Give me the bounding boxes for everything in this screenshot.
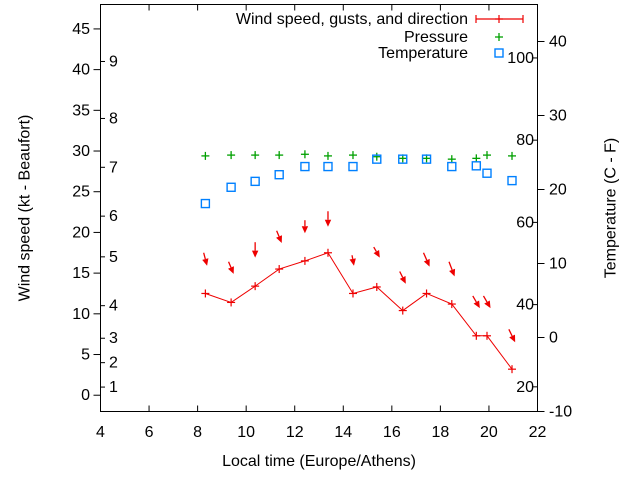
x-tick-label: 18 xyxy=(431,424,449,441)
temperature-point-marker xyxy=(507,175,517,186)
gust-arrow-head xyxy=(399,276,406,284)
fahrenheit-tick-label: 80 xyxy=(516,132,534,149)
beaufort-label: 6 xyxy=(109,208,118,225)
y-axis-right-title: Temperature (C - F) xyxy=(603,138,620,278)
temperature-point-marker xyxy=(200,198,211,209)
temperature-point-marker xyxy=(323,161,333,172)
gust-arrow-shaft xyxy=(472,295,477,303)
beaufort-label: 3 xyxy=(109,330,118,347)
gust-arrow-shaft xyxy=(203,252,206,260)
series xyxy=(200,150,517,374)
gust-arrow-shaft xyxy=(227,261,232,268)
x-tick-label: 16 xyxy=(383,424,401,441)
gust-arrow-head xyxy=(484,300,491,309)
gust-arrow-shaft xyxy=(448,261,453,271)
celsius-tick-label: 30 xyxy=(549,108,567,125)
x-tick-label: 8 xyxy=(193,424,202,441)
x-tick-label: 4 xyxy=(96,424,105,441)
x-tick-label: 10 xyxy=(237,424,255,441)
gust-arrow-head xyxy=(349,258,356,266)
beaufort-label: 4 xyxy=(109,298,118,315)
beaufort-label: 7 xyxy=(109,159,118,176)
plot-border xyxy=(100,4,538,412)
temperature-point-marker xyxy=(274,169,284,180)
fahrenheit-tick-label: 40 xyxy=(516,297,534,314)
fahrenheit-tick-label: 20 xyxy=(516,379,534,396)
legend-label-wind: Wind speed, gusts, and direction xyxy=(236,11,468,28)
temperature-point-marker xyxy=(421,154,432,164)
temperature-point-marker xyxy=(471,161,482,171)
gust-arrow-head xyxy=(228,266,234,274)
temperature-point-marker xyxy=(447,161,457,172)
gust-arrow-head xyxy=(423,258,430,267)
beaufort-label: 9 xyxy=(109,53,118,70)
gust-arrow-shaft xyxy=(482,295,488,303)
celsius-tick-label: 10 xyxy=(549,256,567,273)
kt-tick-label: 5 xyxy=(81,347,90,364)
kt-tick-label: 10 xyxy=(72,306,90,323)
temperature-point-marker xyxy=(250,176,260,187)
temperature-point-marker xyxy=(226,182,236,192)
kt-tick-label: 35 xyxy=(72,102,90,119)
legend-label-pressure: Pressure xyxy=(404,29,468,46)
gust-arrow-shaft xyxy=(373,246,377,252)
temperature-point-marker xyxy=(300,161,310,172)
gust-arrow-shaft xyxy=(351,255,354,260)
kt-tick-label: 0 xyxy=(81,387,90,404)
gust-arrow-shaft xyxy=(422,252,428,261)
x-tick-label: 20 xyxy=(480,424,498,441)
temperature-point-marker xyxy=(398,154,408,164)
gust-arrow-head xyxy=(373,249,380,258)
celsius-tick-label: 20 xyxy=(549,182,567,199)
kt-tick-label: 25 xyxy=(72,184,90,201)
gust-arrow-head xyxy=(251,250,259,258)
temperature-point-marker xyxy=(372,154,382,164)
x-axis-title: Local time (Europe/Athens) xyxy=(222,453,416,470)
beaufort-label: 2 xyxy=(109,355,118,372)
gust-arrow-shaft xyxy=(276,230,280,237)
x-tick-label: 12 xyxy=(286,424,304,441)
y-axis-left-title: Wind speed (kt - Beaufort) xyxy=(17,115,34,302)
legend-markers xyxy=(475,15,524,58)
kt-tick-label: 45 xyxy=(72,21,90,38)
x-tick-label: 6 xyxy=(145,424,154,441)
kt-tick-label: 30 xyxy=(72,143,90,160)
fahrenheit-tick-label: 60 xyxy=(516,214,534,231)
x-tick-label: 22 xyxy=(529,424,547,441)
temperature-point-marker xyxy=(348,161,358,172)
celsius-tick-label: -10 xyxy=(549,404,572,421)
fahrenheit-tick-label: 100 xyxy=(507,50,534,67)
wind-speed-line xyxy=(205,252,513,370)
kt-tick-label: 40 xyxy=(72,62,90,79)
beaufort-label: 8 xyxy=(109,110,118,127)
gust-arrow-head xyxy=(202,258,209,266)
celsius-tick-label: 40 xyxy=(549,34,567,51)
celsius-tick-label: 0 xyxy=(549,330,558,347)
gust-arrow-shaft xyxy=(399,271,404,278)
gust-arrow-head xyxy=(276,235,282,244)
beaufort-label: 1 xyxy=(109,379,118,396)
x-tick-label: 14 xyxy=(334,424,352,441)
axes: 4 6 8 10 12 14 16 18 20 2205101520253035404512345… xyxy=(72,4,572,441)
beaufort-label: 5 xyxy=(109,249,118,266)
legend-label-temperature: Temperature xyxy=(378,45,468,62)
kt-tick-label: 15 xyxy=(72,265,90,282)
kt-tick-label: 20 xyxy=(72,224,90,241)
legend-temperature-sample xyxy=(494,48,504,58)
gust-arrow-head xyxy=(449,268,456,277)
gust-arrow-head xyxy=(473,300,480,309)
gust-arrow-head xyxy=(509,334,516,343)
gust-arrow-head xyxy=(301,226,309,234)
gust-arrow-head xyxy=(324,219,332,227)
temperature-point-marker xyxy=(482,168,492,178)
gust-arrow-shaft xyxy=(508,329,513,337)
